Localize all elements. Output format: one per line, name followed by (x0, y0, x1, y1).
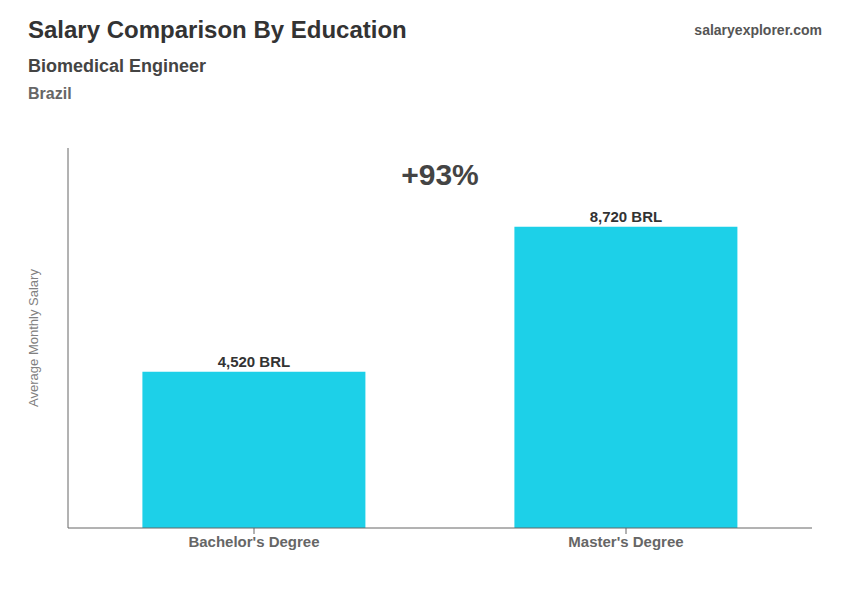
svg-text:8,720 BRL: 8,720 BRL (590, 208, 663, 225)
svg-text:4,520 BRL: 4,520 BRL (218, 353, 291, 370)
svg-text:Master's Degree: Master's Degree (568, 533, 683, 550)
svg-text:Bachelor's Degree: Bachelor's Degree (188, 533, 319, 550)
html-text:Brazil: Brazil (28, 85, 72, 102)
html-text:Biomedical Engineer: Biomedical Engineer (28, 56, 207, 76)
html-text:salary explorer.com: salary explorer.com (694, 22, 822, 38)
svg-text:Average Monthly Salary: Average Monthly Salary (26, 269, 41, 407)
html-text:+93%: +93% (401, 158, 479, 191)
html-text:Salary Comparison By Education: Salary Comparison By Education (28, 16, 407, 43)
